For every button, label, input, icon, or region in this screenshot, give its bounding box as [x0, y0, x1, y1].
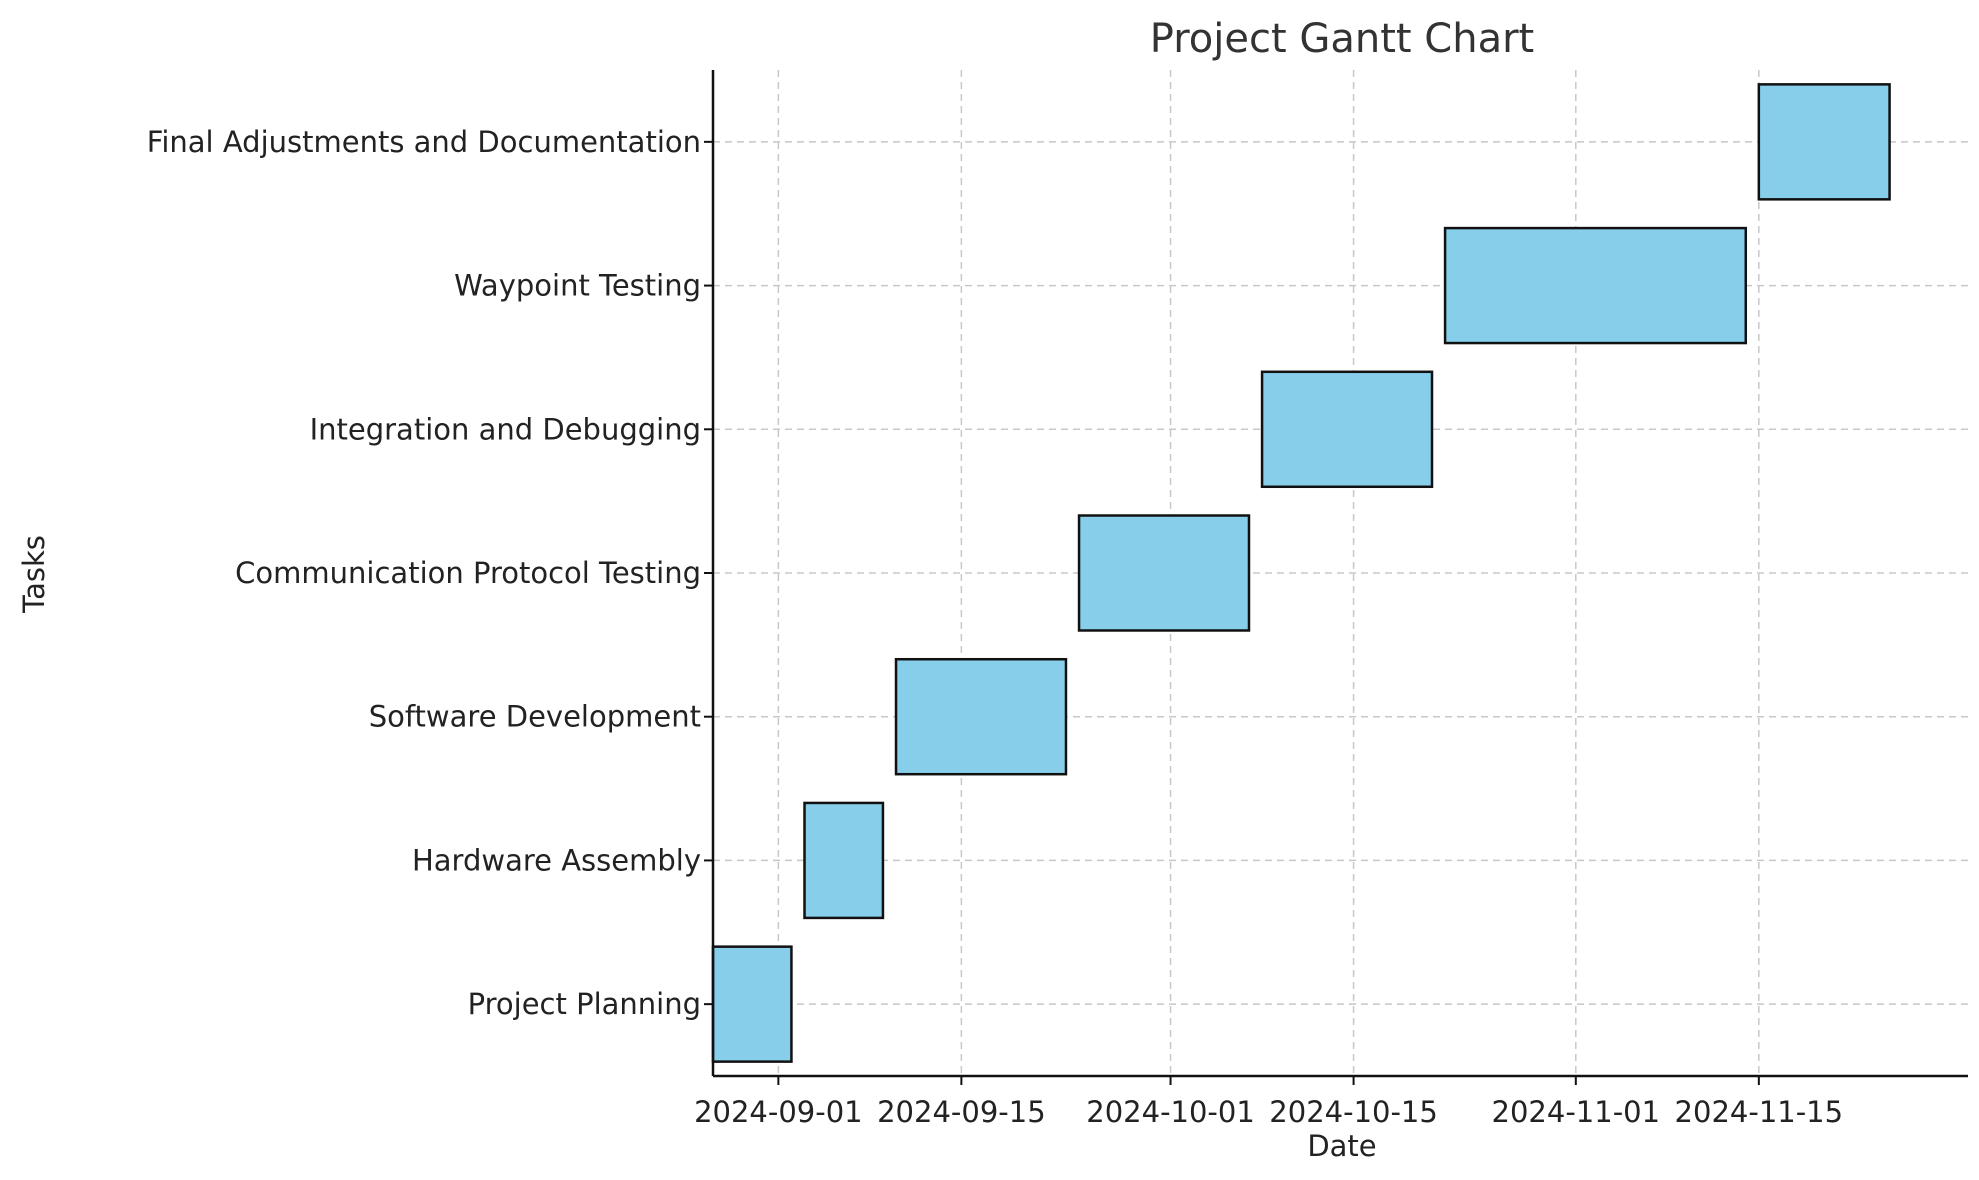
axis-layer: 2024-09-01 2024-09-15 2024-10-01 2024-10-15…	[147, 70, 1968, 1129]
x-tick-label: 2024-10-01	[1086, 1095, 1255, 1129]
grid-layer	[713, 70, 1968, 1076]
x-tick-label: 2024-09-01	[694, 1095, 863, 1129]
x-axis-label: Date	[1307, 1129, 1376, 1163]
task-label: Final Adjustments and Documentation	[147, 125, 701, 159]
x-tick-label: 2024-11-15	[1675, 1095, 1844, 1129]
task-bar	[711, 945, 793, 1063]
task-bar	[1260, 370, 1434, 489]
task-bar	[1757, 83, 1891, 201]
task-bar	[803, 801, 885, 920]
task-label: Integration and Debugging	[310, 412, 701, 446]
y-axis-label: Tasks	[17, 535, 51, 614]
x-tick-label: 2024-09-15	[877, 1095, 1046, 1129]
chart-title: Project Gantt Chart	[1150, 16, 1534, 62]
task-label: Communication Protocol Testing	[235, 556, 701, 590]
bar-layer	[711, 83, 1891, 1063]
task-label: Hardware Assembly	[412, 843, 701, 877]
task-bar	[894, 657, 1068, 776]
task-label: Project Planning	[468, 987, 701, 1021]
task-bar	[1077, 514, 1251, 632]
x-tick-label: 2024-11-01	[1492, 1095, 1661, 1129]
task-bar	[1443, 226, 1748, 345]
task-label: Software Development	[369, 700, 701, 734]
task-label: Waypoint Testing	[454, 269, 701, 303]
x-tick-label: 2024-10-15	[1269, 1095, 1438, 1129]
